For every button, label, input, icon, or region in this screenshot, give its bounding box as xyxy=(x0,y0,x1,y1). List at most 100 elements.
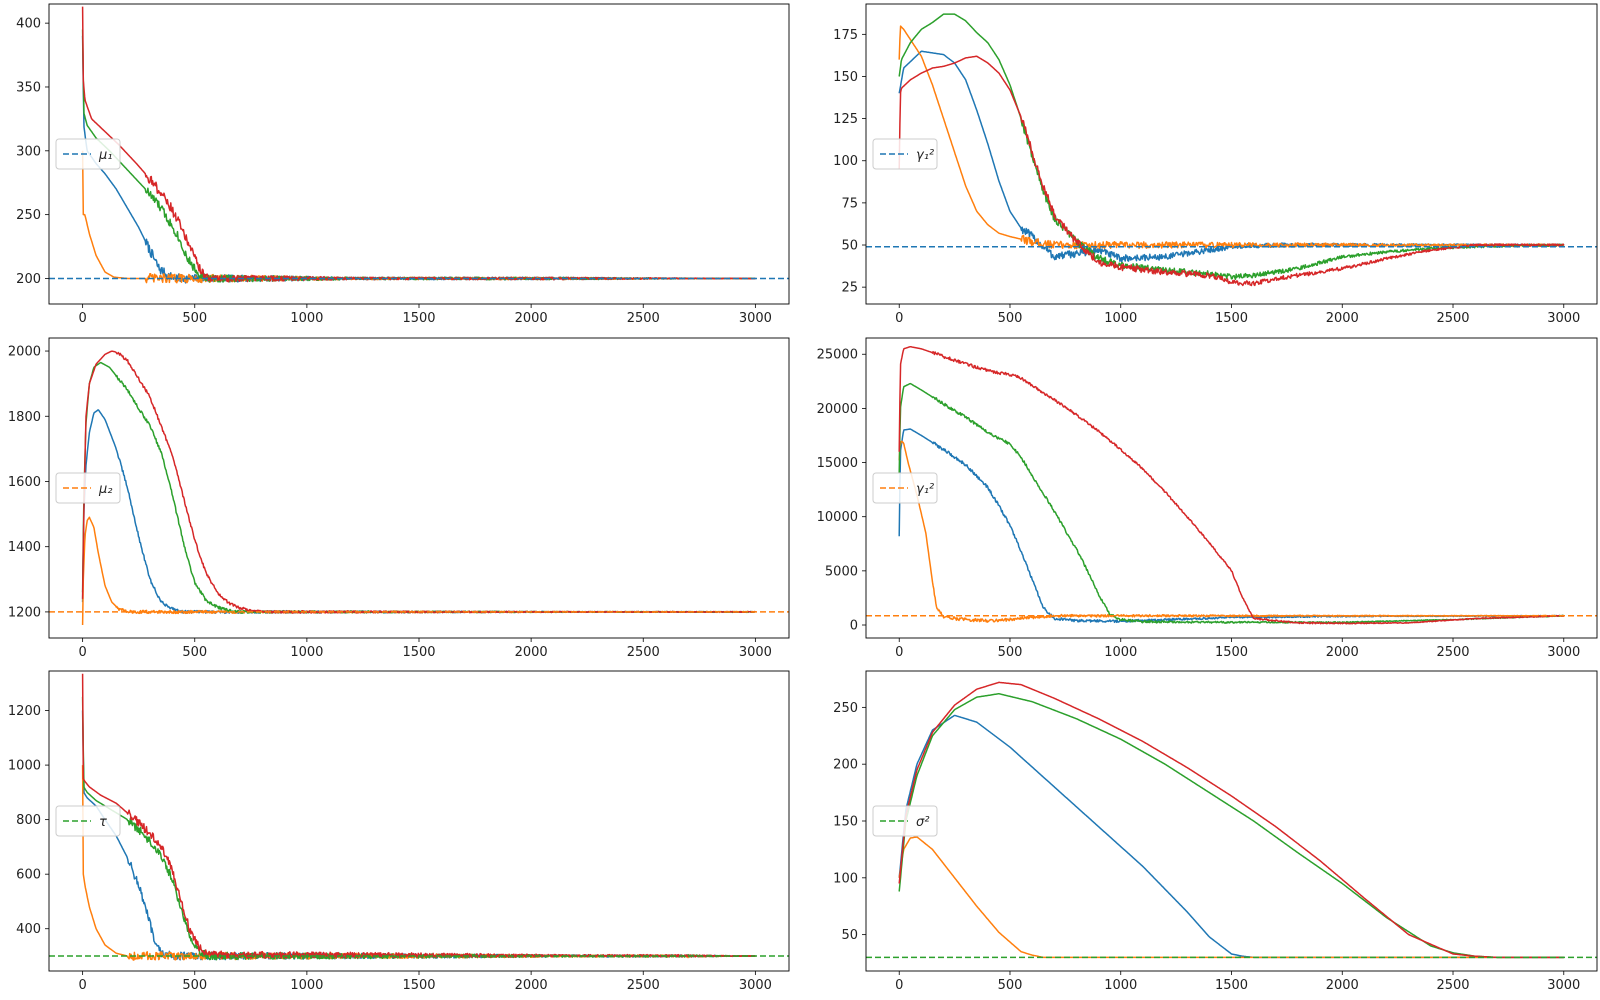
x-tick-label: 2000 xyxy=(1326,645,1359,660)
series-line-chain-2 xyxy=(81,150,756,284)
x-tick-label: 1000 xyxy=(1104,978,1137,993)
y-tick-label: 2000 xyxy=(8,345,41,360)
plot-area xyxy=(49,673,789,961)
x-tick-label: 2000 xyxy=(515,978,548,993)
axes-frame xyxy=(48,337,790,639)
series-line-chain-2 xyxy=(898,25,1565,250)
legend-label: γ₁² xyxy=(916,482,934,497)
legend: τ xyxy=(55,805,121,837)
series-line-chain-3 xyxy=(898,692,1564,959)
y-tick-label: 1000 xyxy=(8,759,41,774)
y-tick-label: 125 xyxy=(833,112,858,127)
axes-frame xyxy=(865,670,1598,972)
x-tick-label: 1500 xyxy=(1215,978,1248,993)
x-tick-label: 3000 xyxy=(1547,311,1580,326)
y-tick-label: 75 xyxy=(841,196,858,211)
plot-area xyxy=(49,6,789,284)
y-tick-label: 1600 xyxy=(8,475,41,490)
panel-1: 0 500 1000 1500 2000 2500 3000 200 250 300 350 400 μ… xyxy=(16,3,790,326)
y-tick-label: 300 xyxy=(16,144,41,159)
series-line-chain-1 xyxy=(898,714,1564,959)
x-tick-label: 2500 xyxy=(1436,645,1469,660)
plot-area xyxy=(866,345,1597,625)
y-tick-label: 1200 xyxy=(8,704,41,719)
x-tick-label: 3000 xyxy=(1547,978,1580,993)
x-tick-label: 1000 xyxy=(1104,311,1137,326)
y-tick-label: 800 xyxy=(16,813,41,828)
panel-4: 0 500 1000 1500 2000 2500 3000 0 5000 10000 15000 2… xyxy=(817,337,1598,660)
axes-frame xyxy=(865,3,1598,305)
y-tick-label: 250 xyxy=(16,208,41,223)
y-tick-label: 1400 xyxy=(8,540,41,555)
y-tick-label: 50 xyxy=(841,928,858,943)
series-line-chain-2 xyxy=(81,516,756,626)
y-tick-label: 175 xyxy=(833,28,858,43)
series-line-chain-4 xyxy=(898,345,1564,625)
legend: σ² xyxy=(872,805,938,837)
panel-3: 0 500 1000 1500 2000 2500 3000 1200 1400 1600 1800… xyxy=(8,337,790,660)
y-tick-label: 10000 xyxy=(817,510,858,525)
series-line-chain-4 xyxy=(81,350,756,614)
legend-box xyxy=(55,138,121,170)
axes-frame xyxy=(48,3,790,305)
y-tick-label: 150 xyxy=(833,70,858,85)
y-tick-label: 200 xyxy=(16,272,41,287)
x-tick-label: 2500 xyxy=(627,645,660,660)
y-tick-label: 20000 xyxy=(817,402,858,417)
x-tick-label: 1000 xyxy=(290,311,323,326)
y-tick-label: 400 xyxy=(16,922,41,937)
series-line-chain-1 xyxy=(81,35,756,284)
series-line-chain-3 xyxy=(81,29,756,283)
series-line-chain-3 xyxy=(898,382,1565,624)
y-tick-label: 100 xyxy=(833,871,858,886)
y-tick-label: 25000 xyxy=(817,348,858,363)
series-line-chain-1 xyxy=(898,428,1565,624)
x-tick-label: 500 xyxy=(182,311,207,326)
legend-box xyxy=(55,472,121,504)
x-tick-label: 500 xyxy=(182,978,207,993)
x-tick-label: 0 xyxy=(78,978,86,993)
x-tick-label: 2500 xyxy=(627,311,660,326)
legend-label: γ₁² xyxy=(916,148,934,163)
y-tick-label: 200 xyxy=(833,758,858,773)
legend-label: τ xyxy=(99,815,107,830)
y-tick-label: 0 xyxy=(850,619,858,634)
x-tick-label: 3000 xyxy=(739,978,772,993)
y-tick-label: 250 xyxy=(833,701,858,716)
y-tick-label: 600 xyxy=(16,868,41,883)
series-line-chain-3 xyxy=(81,696,756,961)
y-tick-label: 1200 xyxy=(8,605,41,620)
x-tick-label: 1000 xyxy=(290,978,323,993)
x-tick-label: 1500 xyxy=(1215,645,1248,660)
series-line-chain-2 xyxy=(898,836,1564,959)
series-line-chain-1 xyxy=(81,409,756,615)
x-tick-label: 1000 xyxy=(290,645,323,660)
series-line-chain-4 xyxy=(81,6,756,283)
legend-box xyxy=(872,805,938,837)
series-line-chain-1 xyxy=(81,710,756,961)
series-line-chain-3 xyxy=(898,13,1565,280)
x-tick-label: 2000 xyxy=(515,311,548,326)
x-tick-label: 2500 xyxy=(1436,978,1469,993)
plot-area xyxy=(866,13,1597,287)
plot-area xyxy=(866,681,1597,959)
x-tick-label: 500 xyxy=(998,978,1023,993)
x-tick-label: 500 xyxy=(182,645,207,660)
y-tick-label: 400 xyxy=(16,17,41,32)
y-tick-label: 1800 xyxy=(8,410,41,425)
y-tick-label: 25 xyxy=(841,281,858,296)
x-tick-label: 0 xyxy=(895,978,903,993)
x-tick-label: 0 xyxy=(895,645,903,660)
x-tick-label: 1500 xyxy=(402,311,435,326)
x-tick-label: 500 xyxy=(998,311,1023,326)
x-tick-label: 1500 xyxy=(1215,311,1248,326)
axes-frame xyxy=(865,337,1598,639)
x-tick-label: 3000 xyxy=(739,645,772,660)
y-tick-label: 5000 xyxy=(825,564,858,579)
panel-6: 0 500 1000 1500 2000 2500 3000 50 100 150 200 250 σ² xyxy=(833,670,1598,993)
legend: μ₁ xyxy=(55,138,121,170)
legend-label: μ₁ xyxy=(98,148,112,163)
legend: γ₁² xyxy=(872,472,938,504)
x-tick-label: 2500 xyxy=(627,978,660,993)
